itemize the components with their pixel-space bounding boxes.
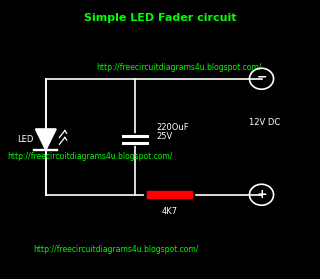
Text: http://freecircuitdiagrams4u.blogspot.com/: http://freecircuitdiagrams4u.blogspot.co…	[33, 246, 198, 254]
Bar	[147, 191, 192, 198]
Text: LED: LED	[17, 135, 33, 144]
Text: 220OuF: 220OuF	[156, 122, 189, 132]
Text: 12V DC: 12V DC	[249, 118, 280, 128]
Text: −: −	[256, 71, 267, 84]
Text: http://freecircuitdiagrams4u.blogspot.com/: http://freecircuitdiagrams4u.blogspot.co…	[97, 63, 262, 72]
Text: 25V: 25V	[156, 132, 172, 141]
Text: 4K7: 4K7	[162, 207, 178, 216]
Text: Simple LED Fader circuit: Simple LED Fader circuit	[84, 13, 236, 23]
Text: http://freecircuitdiagrams4u.blogspot.com/: http://freecircuitdiagrams4u.blogspot.co…	[8, 151, 173, 161]
Polygon shape	[36, 129, 56, 150]
Text: +: +	[256, 188, 267, 201]
